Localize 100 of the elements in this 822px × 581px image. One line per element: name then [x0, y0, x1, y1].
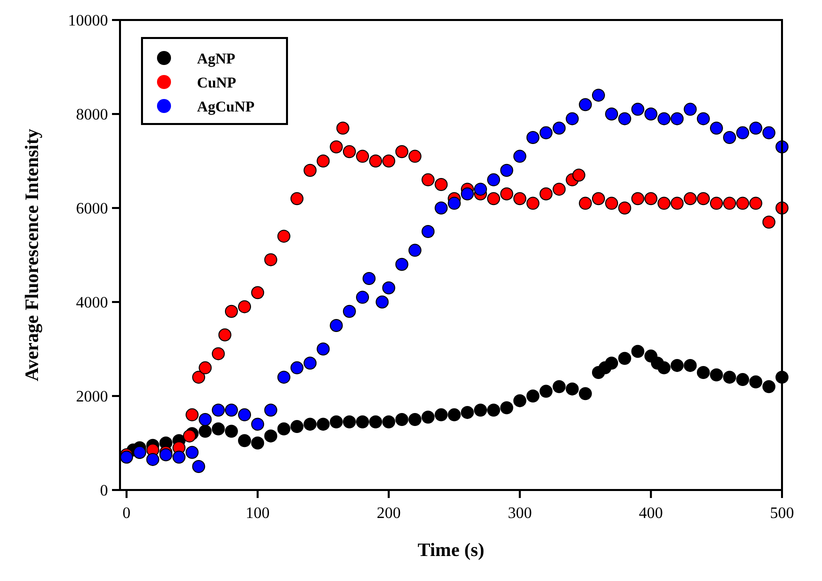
- point: [224, 304, 238, 318]
- point: [631, 192, 644, 206]
- point: [631, 102, 644, 116]
- x-tick-label: 300: [508, 505, 532, 522]
- point: [618, 112, 632, 126]
- point: [277, 230, 290, 243]
- point: [290, 420, 304, 434]
- legend-label: AgNP: [197, 51, 236, 68]
- point: [212, 422, 225, 436]
- point: [316, 154, 330, 168]
- point: [552, 182, 566, 196]
- point: [696, 112, 710, 126]
- point: [408, 244, 422, 257]
- point: [356, 415, 370, 428]
- point: [330, 140, 343, 154]
- point: [487, 173, 500, 186]
- point: [592, 88, 605, 102]
- point: [192, 460, 206, 473]
- point: [749, 375, 762, 388]
- point: [710, 122, 723, 135]
- point: [382, 154, 396, 168]
- y-tick-label: 4000: [76, 294, 108, 312]
- point: [552, 380, 566, 394]
- point: [618, 202, 632, 214]
- point: [212, 347, 225, 360]
- point: [460, 406, 474, 419]
- point: [736, 373, 750, 386]
- point: [316, 418, 330, 431]
- point: [251, 286, 264, 300]
- point: [198, 361, 212, 374]
- point: [238, 300, 252, 314]
- point: [723, 196, 736, 210]
- point: [684, 102, 697, 116]
- point: [578, 387, 592, 400]
- point: [224, 404, 238, 417]
- point: [644, 108, 658, 120]
- point: [710, 196, 723, 210]
- point: [644, 192, 658, 206]
- point: [723, 370, 736, 384]
- point: [198, 424, 212, 438]
- point: [238, 408, 252, 422]
- point: [362, 272, 376, 285]
- legend-label: CuNP: [197, 75, 236, 92]
- point: [238, 434, 252, 448]
- point: [422, 173, 435, 186]
- point: [631, 344, 644, 358]
- point: [277, 422, 290, 436]
- point: [513, 394, 526, 408]
- y-tick-label: 8000: [76, 106, 108, 124]
- point: [526, 131, 540, 144]
- point: [316, 342, 330, 356]
- point: [395, 413, 408, 426]
- point: [146, 452, 160, 466]
- point: [736, 126, 750, 140]
- point: [670, 196, 684, 210]
- point: [540, 187, 553, 200]
- point: [264, 253, 278, 266]
- point: [605, 356, 618, 370]
- point: [566, 382, 579, 396]
- point: [304, 164, 317, 177]
- y-tick-label: 2000: [76, 388, 108, 406]
- point: [192, 370, 206, 384]
- point: [592, 192, 605, 206]
- point: [684, 358, 697, 372]
- point: [762, 380, 776, 394]
- point: [376, 296, 389, 308]
- point: [382, 281, 396, 294]
- point: [186, 446, 199, 459]
- point: [422, 225, 435, 238]
- point: [342, 415, 356, 428]
- point: [513, 192, 526, 206]
- legend-label: AgCuNP: [197, 99, 255, 116]
- point: [723, 131, 736, 144]
- point: [684, 192, 697, 206]
- point: [422, 410, 435, 424]
- x-tick-label: 400: [638, 505, 663, 522]
- point: [395, 258, 408, 271]
- point: [224, 424, 238, 438]
- point: [448, 408, 461, 422]
- point: [290, 361, 304, 374]
- point: [487, 404, 500, 417]
- point: [572, 168, 586, 182]
- point: [487, 192, 500, 206]
- point: [356, 150, 370, 163]
- point: [182, 429, 196, 442]
- y-tick-label: 6000: [76, 200, 108, 218]
- point: [710, 368, 723, 382]
- point: [290, 192, 304, 206]
- point: [342, 145, 356, 158]
- point: [762, 126, 776, 140]
- point: [356, 290, 370, 304]
- point: [500, 401, 514, 414]
- point: [304, 356, 317, 370]
- point: [749, 122, 762, 135]
- x-axis-title: Time (s): [418, 540, 484, 561]
- point: [408, 150, 422, 163]
- point: [251, 418, 264, 431]
- point: [605, 108, 618, 120]
- point: [395, 145, 408, 158]
- point: [658, 361, 671, 374]
